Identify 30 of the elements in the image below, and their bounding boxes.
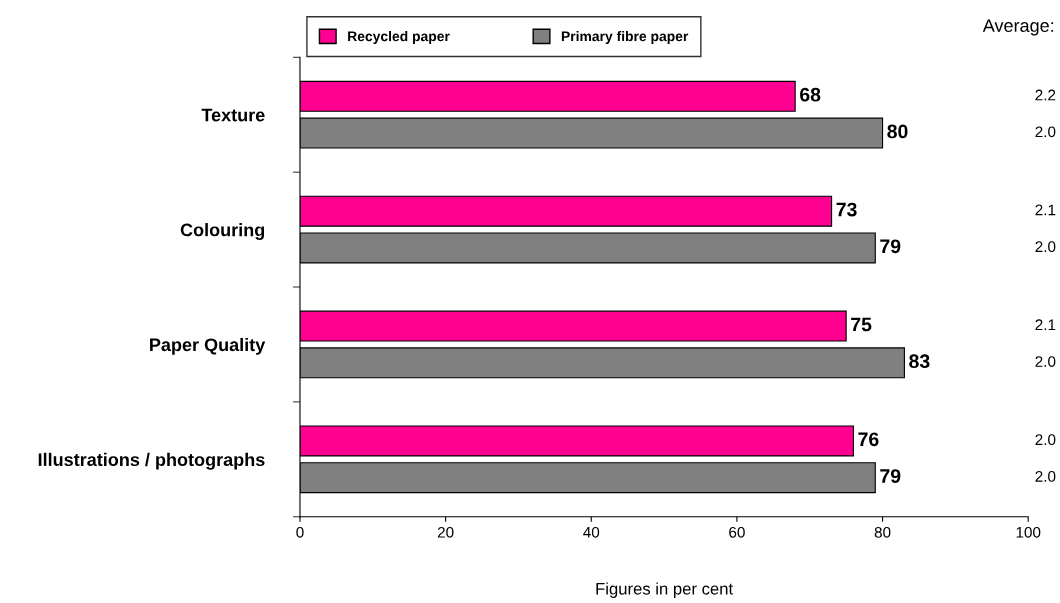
x-axis-title: Figures in per cent bbox=[596, 582, 733, 598]
text: 2.0 bbox=[1035, 126, 1056, 138]
data-label: 83 bbox=[909, 354, 930, 369]
y-tick-label: Colouring bbox=[180, 223, 265, 240]
text: 2.2 bbox=[1035, 89, 1056, 101]
data-label: 73 bbox=[836, 202, 857, 217]
data-label: 76 bbox=[858, 432, 879, 447]
legend-label: Recycled paper bbox=[348, 31, 450, 44]
y-tick-label: Illustrations / photographs bbox=[38, 452, 265, 470]
x-tick-label: 40 bbox=[583, 526, 600, 538]
text: 2.1 bbox=[1035, 204, 1056, 216]
text: 2.0 bbox=[1035, 434, 1056, 446]
data-label: 79 bbox=[880, 469, 901, 483]
legend-label: Primary fibre paper bbox=[561, 31, 689, 44]
x-tick-label: 100 bbox=[1016, 526, 1041, 538]
y-tick-label: Texture bbox=[201, 108, 265, 122]
text: 2.1 bbox=[1035, 319, 1056, 331]
text: 2.0 bbox=[1035, 356, 1056, 367]
data-label: 79 bbox=[880, 239, 901, 254]
x-tick-label: 20 bbox=[437, 526, 454, 538]
data-label: 68 bbox=[800, 87, 821, 102]
x-tick-label: 0 bbox=[296, 526, 304, 538]
x-tick-label: 80 bbox=[874, 526, 891, 538]
x-tick-label: 60 bbox=[729, 526, 745, 538]
text: 2.0 bbox=[1035, 241, 1056, 253]
data-label: 80 bbox=[887, 124, 908, 139]
text: Average: bbox=[982, 19, 1054, 36]
data-label: 75 bbox=[851, 317, 872, 332]
text: 2.0 bbox=[1035, 471, 1056, 482]
y-tick-label: Paper Quality bbox=[150, 337, 266, 355]
